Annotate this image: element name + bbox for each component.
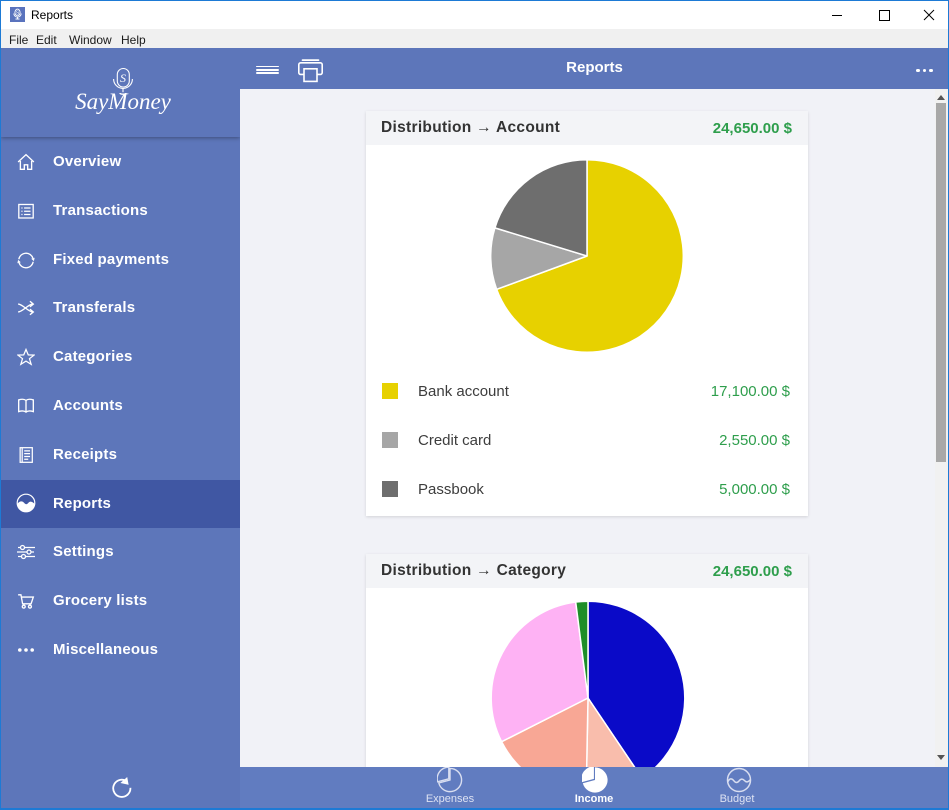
- svg-text:S: S: [120, 71, 126, 85]
- svg-text:S: S: [16, 10, 20, 16]
